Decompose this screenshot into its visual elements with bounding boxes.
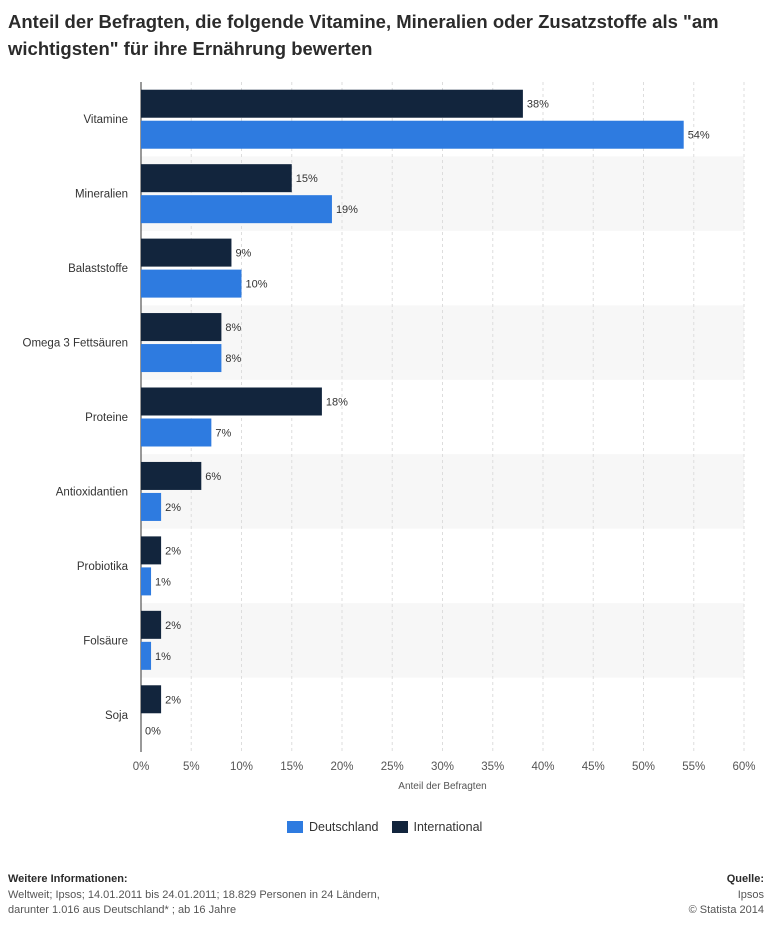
x-tick-label: 55% [682, 761, 705, 773]
legend-label-deutschland: Deutschland [309, 820, 379, 834]
category-label: Balaststoffe [68, 263, 128, 275]
data-label: 9% [235, 248, 251, 260]
x-tick-label: 10% [230, 761, 253, 773]
category-label: Proteine [85, 412, 128, 424]
footer-info-heading: Weitere Informationen: [8, 873, 128, 885]
x-axis-title: Anteil der Befragten [398, 781, 486, 792]
data-label: 2% [165, 545, 181, 557]
data-label: 8% [225, 322, 241, 334]
data-label: 54% [688, 130, 710, 142]
category-label: Mineralien [75, 189, 128, 201]
legend-label-international: International [413, 820, 483, 834]
data-label: 1% [155, 576, 171, 588]
bar-deutschland [141, 492, 162, 521]
legend-swatch-deutschland [287, 821, 303, 833]
bar-international [141, 89, 523, 118]
x-tick-label: 25% [381, 761, 404, 773]
x-tick-label: 15% [280, 761, 303, 773]
x-tick-label: 5% [183, 761, 200, 773]
category-label: Antioxidantien [56, 486, 128, 498]
data-label: 2% [165, 620, 181, 632]
bar-deutschland [141, 641, 152, 670]
data-label: 19% [336, 204, 358, 216]
x-tick-label: 50% [632, 761, 655, 773]
bar-deutschland [141, 269, 242, 298]
bar-deutschland [141, 195, 332, 224]
category-label: Vitamine [83, 114, 128, 126]
bar-international [141, 685, 162, 714]
x-tick-label: 30% [431, 761, 454, 773]
footer-source-heading: Quelle: [726, 873, 764, 885]
bar-deutschland [141, 120, 684, 149]
chart-legend: Deutschland International [287, 820, 495, 834]
bar-international [141, 238, 232, 267]
category-label: Probiotika [77, 561, 129, 573]
bar-deutschland [141, 344, 222, 373]
footer-info: Weitere Informationen: Weltweit; Ipsos; … [8, 872, 380, 919]
legend-swatch-international [391, 821, 408, 833]
bar-deutschland [141, 567, 152, 596]
legend-item-deutschland[interactable]: Deutschland [287, 820, 379, 834]
footer-info-line: Weltweit; Ipsos; 14.01.2011 bis 24.01.20… [8, 888, 380, 901]
footer-info-line: darunter 1.016 aus Deutschland* ; ab 16 … [8, 904, 237, 916]
category-label: Soja [105, 710, 129, 722]
bar-international [141, 536, 162, 565]
x-tick-label: 0% [133, 761, 150, 773]
bar-international [141, 610, 162, 639]
data-label: 15% [296, 173, 318, 185]
bar-international [141, 387, 322, 416]
footer-source-line: © Statista 2014 [688, 904, 764, 916]
x-tick-label: 35% [481, 761, 504, 773]
x-tick-label: 20% [330, 761, 353, 773]
footer-source-line: Ipsos [737, 888, 764, 901]
legend-item-international[interactable]: International [391, 820, 483, 834]
data-label: 2% [165, 502, 181, 514]
bar-deutschland [141, 418, 212, 447]
bar-chart: 0% 5% 10% 15% 20% 25% 30% 35% 40% 45% 50% 55% 60% Ant… [23, 82, 756, 792]
category-label: Folsäure [83, 635, 128, 647]
footer-source: Quelle: Ipsos © Statista 2014 [689, 872, 764, 919]
x-tick-label: 45% [582, 761, 605, 773]
bar-international [141, 313, 222, 342]
category-label: Omega 3 Fettsäuren [23, 338, 128, 350]
x-tick-label: 60% [732, 761, 755, 773]
data-label: 10% [246, 279, 268, 291]
chart-title: Anteil der Befragten, die folgende Vitam… [8, 11, 719, 59]
x-tick-label: 40% [531, 761, 554, 773]
data-label: 0% [145, 725, 161, 737]
data-label: 18% [326, 397, 348, 409]
data-label: 1% [155, 651, 171, 663]
data-label: 8% [225, 353, 241, 365]
data-label: 38% [527, 99, 549, 111]
data-label: 6% [205, 471, 221, 483]
data-label: 7% [215, 428, 231, 440]
bar-international [141, 164, 292, 193]
data-label: 2% [165, 694, 181, 706]
bar-international [141, 461, 202, 490]
